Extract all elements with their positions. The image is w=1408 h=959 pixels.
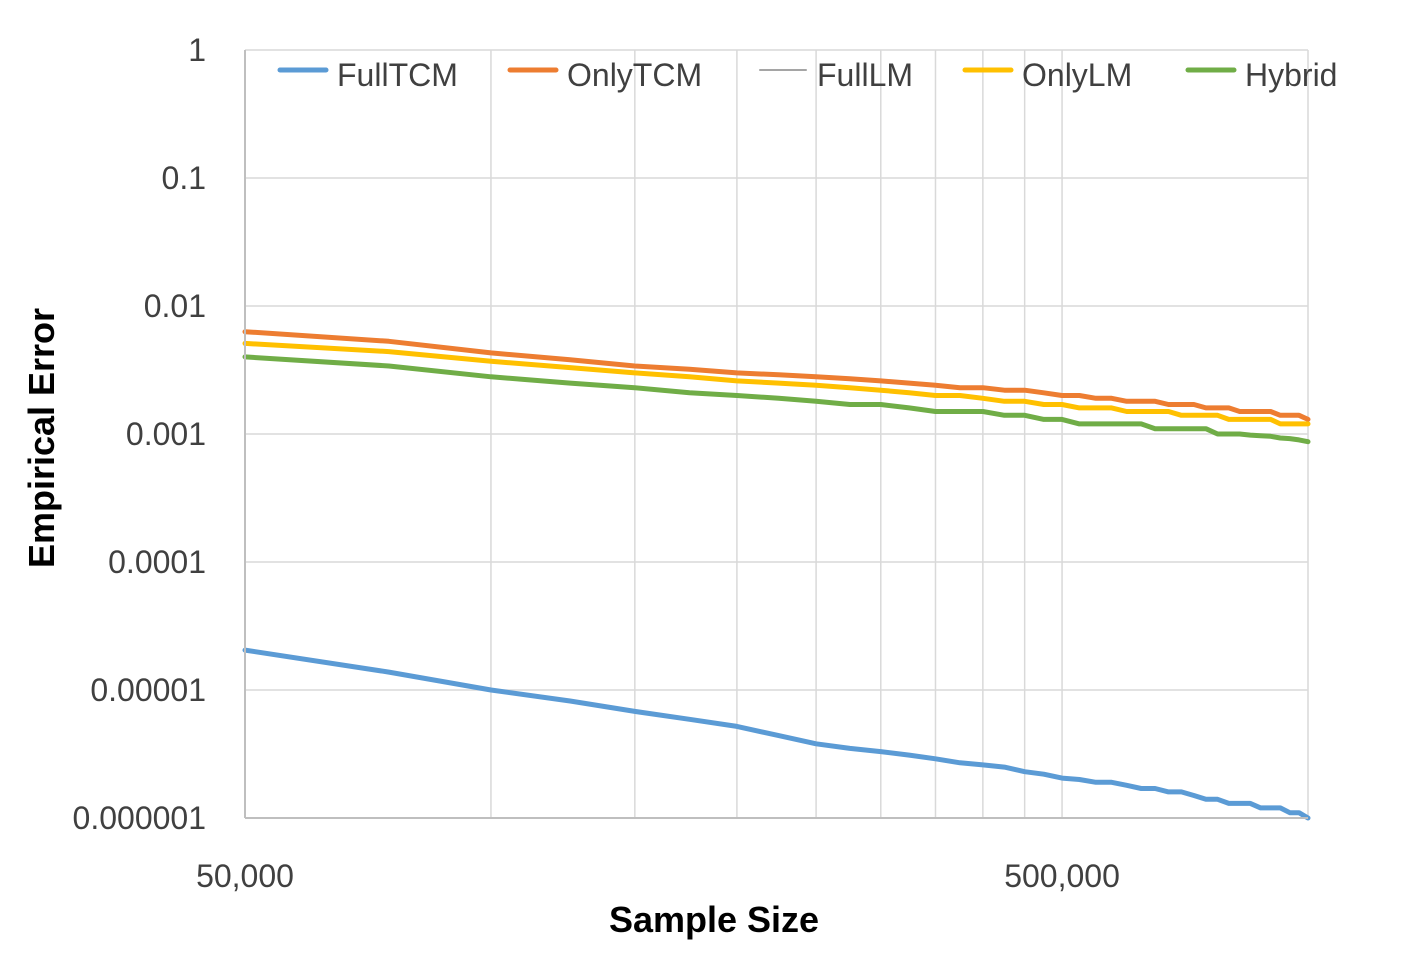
- x-tick-label: 50,000: [196, 858, 294, 894]
- series-line-onlylm: [242, 340, 1311, 427]
- y-tick-label: 0.00001: [90, 672, 206, 708]
- x-tick-label: 500,000: [1004, 858, 1120, 894]
- series-line-fulltcm: [242, 647, 1311, 821]
- legend-item-hybrid: Hybrid: [1185, 57, 1337, 93]
- series-line-hybrid: [242, 354, 1311, 445]
- y-tick-label: 0.1: [162, 160, 206, 196]
- legend-item-fulltcm: FullTCM: [277, 57, 458, 93]
- series-line-onlytcm: [242, 329, 1311, 422]
- x-tick-labels: 50,000 500,000: [196, 858, 1120, 894]
- y-tick-label: 0.0001: [108, 544, 206, 580]
- legend-label: FullLM: [817, 57, 913, 93]
- legend-label: OnlyLM: [1022, 57, 1132, 93]
- x-axis-title: Sample Size: [609, 899, 819, 940]
- y-axis-title: Empirical Error: [21, 308, 62, 568]
- gridlines: [245, 49, 1309, 819]
- legend-label: OnlyTCM: [567, 57, 702, 93]
- y-tick-label: 0.01: [144, 288, 206, 324]
- legend: FullTCM OnlyTCM FullLM OnlyLM Hybrid: [277, 57, 1337, 93]
- series-lines: [242, 329, 1311, 821]
- legend-item-fulllm: FullLM: [759, 57, 913, 93]
- legend-item-onlytcm: OnlyTCM: [507, 57, 702, 93]
- y-tick-label: 1: [188, 32, 206, 68]
- legend-label: FullTCM: [337, 57, 458, 93]
- y-tick-labels: 1 0.1 0.01 0.001 0.0001 0.00001 0.000001: [73, 32, 206, 836]
- y-tick-label: 0.001: [126, 416, 206, 452]
- legend-label: Hybrid: [1245, 57, 1337, 93]
- legend-item-onlylm: OnlyLM: [962, 57, 1132, 93]
- axes: [244, 50, 1308, 819]
- y-tick-label: 0.000001: [73, 800, 206, 836]
